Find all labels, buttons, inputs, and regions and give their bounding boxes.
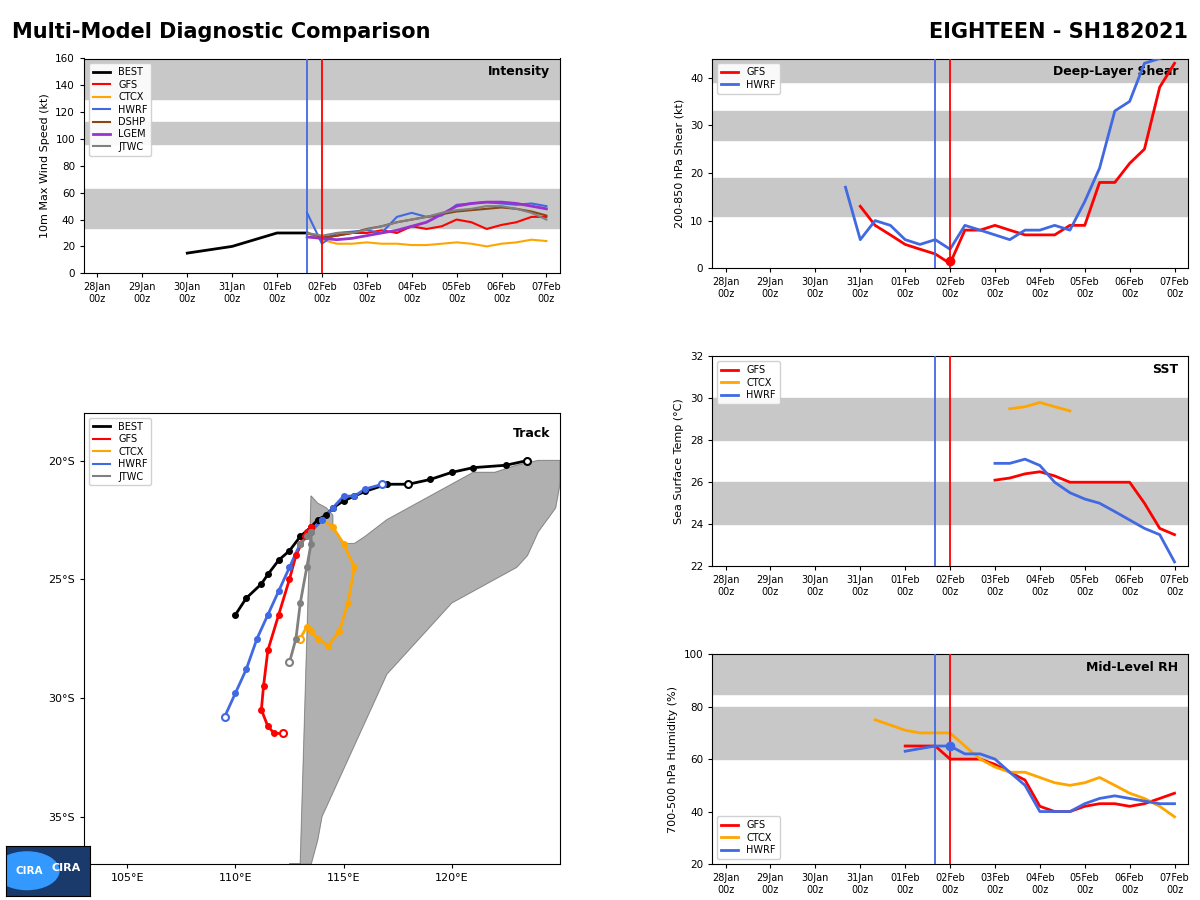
Text: Track: Track xyxy=(512,427,551,439)
Bar xyxy=(712,654,1188,694)
Text: Intensity: Intensity xyxy=(488,65,551,78)
Text: Mid-Level RH: Mid-Level RH xyxy=(1086,661,1178,673)
Text: Deep-Layer Shear: Deep-Layer Shear xyxy=(1052,65,1178,77)
Bar xyxy=(712,482,1188,524)
Text: CIRA: CIRA xyxy=(16,866,43,876)
Legend: GFS, CTCX, HWRF: GFS, CTCX, HWRF xyxy=(716,361,780,404)
Text: EIGHTEEN - SH182021: EIGHTEEN - SH182021 xyxy=(929,22,1188,42)
Y-axis label: 200-850 hPa Shear (kt): 200-850 hPa Shear (kt) xyxy=(674,99,684,228)
Bar xyxy=(712,111,1188,140)
Y-axis label: Sea Surface Temp (°C): Sea Surface Temp (°C) xyxy=(674,399,684,524)
Legend: GFS, HWRF: GFS, HWRF xyxy=(716,63,780,94)
Bar xyxy=(712,58,1188,82)
Text: Multi-Model Diagnostic Comparison: Multi-Model Diagnostic Comparison xyxy=(12,22,431,42)
Bar xyxy=(712,177,1188,216)
Y-axis label: 700-500 hPa Humidity (%): 700-500 hPa Humidity (%) xyxy=(668,686,678,832)
Circle shape xyxy=(0,852,59,889)
Bar xyxy=(84,58,560,99)
Text: CIRA: CIRA xyxy=(52,863,82,873)
Legend: BEST, GFS, CTCX, HWRF, DSHP, LGEM, JTWC: BEST, GFS, CTCX, HWRF, DSHP, LGEM, JTWC xyxy=(89,63,151,156)
Bar xyxy=(712,706,1188,759)
Bar xyxy=(84,189,560,228)
Bar xyxy=(84,122,560,144)
Legend: GFS, CTCX, HWRF: GFS, CTCX, HWRF xyxy=(716,816,780,860)
Legend: BEST, GFS, CTCX, HWRF, JTWC: BEST, GFS, CTCX, HWRF, JTWC xyxy=(89,418,151,485)
Y-axis label: 10m Max Wind Speed (kt): 10m Max Wind Speed (kt) xyxy=(40,94,49,239)
Text: SST: SST xyxy=(1152,363,1178,375)
Bar xyxy=(712,399,1188,440)
Polygon shape xyxy=(289,461,560,864)
